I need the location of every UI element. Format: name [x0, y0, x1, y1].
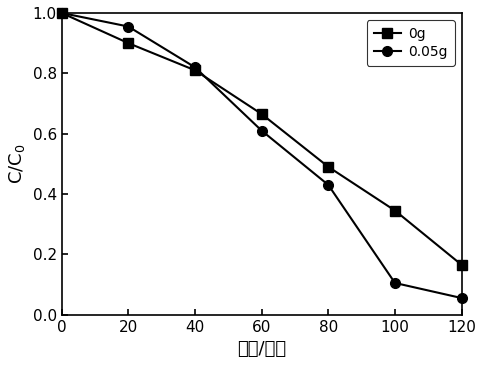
- 0.05g: [59, 11, 65, 15]
- 0.05g: [126, 24, 131, 29]
- 0g: [392, 208, 398, 213]
- X-axis label: 时间/分钟: 时间/分钟: [237, 340, 286, 358]
- Y-axis label: C/C$_0$: C/C$_0$: [7, 143, 27, 184]
- 0.05g: [259, 128, 265, 133]
- 0g: [326, 165, 331, 169]
- 0g: [192, 68, 198, 73]
- 0g: [59, 11, 65, 15]
- 0.05g: [326, 183, 331, 187]
- Line: 0.05g: 0.05g: [57, 8, 467, 303]
- 0g: [459, 263, 465, 267]
- 0g: [126, 41, 131, 45]
- Legend: 0g, 0.05g: 0g, 0.05g: [367, 20, 455, 66]
- Line: 0g: 0g: [57, 8, 467, 270]
- 0.05g: [459, 296, 465, 300]
- 0g: [259, 112, 265, 116]
- 0.05g: [392, 281, 398, 285]
- 0.05g: [192, 65, 198, 69]
